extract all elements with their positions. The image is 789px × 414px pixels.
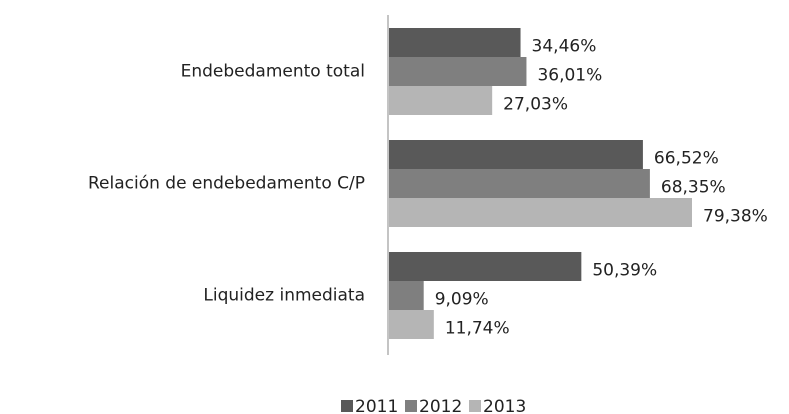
value-label: 79,38%	[703, 207, 768, 227]
value-label: 9,09%	[435, 290, 489, 310]
category-label: Endebedamento total	[181, 62, 365, 82]
bar	[389, 281, 424, 310]
legend-label: 2011	[355, 397, 398, 414]
bar	[389, 169, 650, 198]
value-label: 68,35%	[661, 178, 726, 198]
bar	[389, 28, 521, 57]
legend-label: 2013	[483, 397, 526, 414]
value-label: 11,74%	[445, 319, 510, 339]
category-label: Liquidez inmediata	[203, 286, 365, 306]
legend-swatch	[341, 400, 353, 412]
bar	[389, 198, 692, 227]
legend-swatch	[469, 400, 481, 412]
category-label: Relación de endebedamento C/P	[88, 174, 365, 194]
bar	[389, 86, 493, 115]
legend-swatch	[405, 400, 417, 412]
value-label: 27,03%	[503, 95, 568, 115]
value-label: 50,39%	[592, 261, 657, 281]
value-label: 66,52%	[654, 149, 719, 169]
legend-label: 2012	[419, 397, 462, 414]
bar	[389, 140, 643, 169]
value-label: 36,01%	[537, 66, 602, 86]
bar	[389, 310, 434, 339]
bar	[389, 252, 582, 281]
value-label: 34,46%	[532, 37, 597, 57]
bar	[389, 57, 527, 86]
